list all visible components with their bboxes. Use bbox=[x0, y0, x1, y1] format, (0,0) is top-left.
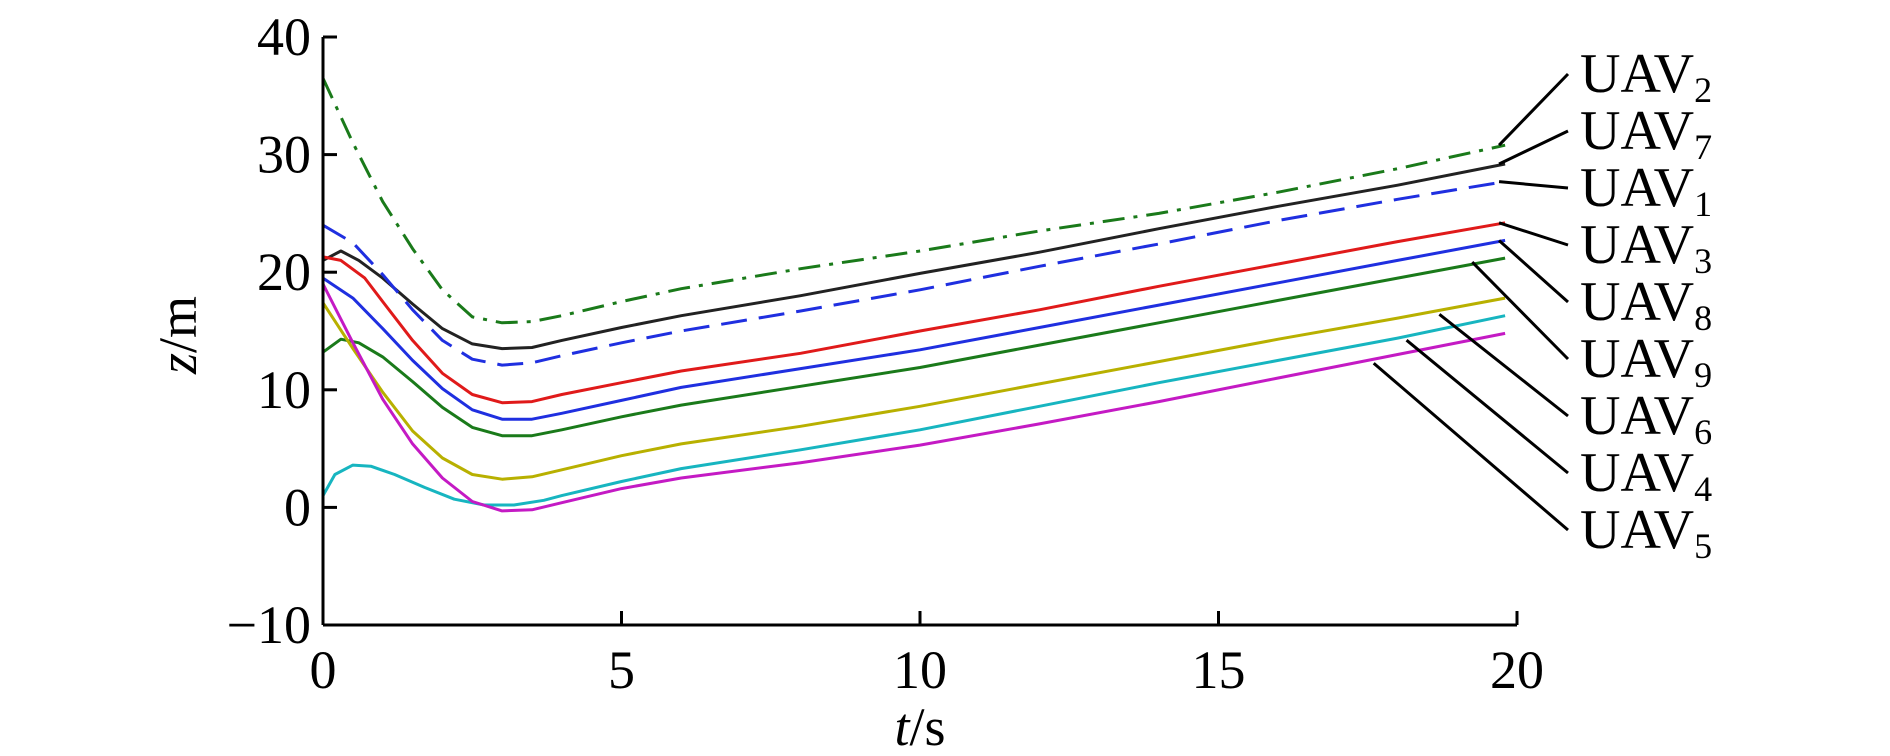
y-tick-label: 20 bbox=[257, 242, 311, 302]
series-line-uav7 bbox=[322, 162, 1506, 351]
x-axis-title: t/s bbox=[894, 697, 945, 756]
y-tick-label: 0 bbox=[284, 477, 311, 537]
legend-entry-uav9: UAV9 bbox=[1580, 328, 1712, 395]
leader-line-uav1 bbox=[1498, 180, 1569, 190]
leader-line-uav6 bbox=[1438, 313, 1569, 418]
legend-entry-uav6: UAV6 bbox=[1580, 385, 1712, 452]
series-line-uav5 bbox=[321, 283, 1506, 513]
y-tick-label: −10 bbox=[227, 595, 311, 655]
y-axis-title: z/m bbox=[148, 296, 208, 375]
leader-line-uav2 bbox=[1497, 72, 1570, 147]
leader-line-uav3 bbox=[1498, 221, 1569, 247]
x-tick-label: 15 bbox=[1192, 640, 1246, 700]
y-tick-label: 40 bbox=[257, 7, 311, 67]
legend-entry-uav2: UAV2 bbox=[1580, 43, 1712, 110]
leader-line-uav8 bbox=[1498, 239, 1569, 304]
legend-entry-uav8: UAV8 bbox=[1580, 271, 1712, 338]
legend-entry-uav4: UAV4 bbox=[1580, 442, 1712, 509]
series-lines bbox=[321, 77, 1506, 513]
y-tick-label: 30 bbox=[257, 125, 311, 185]
series-line-uav8 bbox=[322, 238, 1506, 421]
leader-line-uav9 bbox=[1471, 261, 1570, 361]
y-tick-label: 10 bbox=[257, 360, 311, 420]
leader-line-uav7 bbox=[1498, 129, 1569, 166]
legend-entry-uav7: UAV7 bbox=[1580, 100, 1712, 167]
series-line-uav2 bbox=[321, 77, 1506, 325]
series-line-uav9 bbox=[322, 256, 1506, 438]
leader-line-uav4 bbox=[1405, 339, 1569, 475]
series-line-uav4 bbox=[321, 314, 1506, 507]
x-tick-label: 0 bbox=[310, 640, 337, 700]
series-line-uav1 bbox=[322, 180, 1506, 367]
x-tick-label: 10 bbox=[893, 640, 947, 700]
x-tick-label: 20 bbox=[1490, 640, 1544, 700]
legend-entry-uav3: UAV3 bbox=[1580, 214, 1712, 281]
series-line-uav6 bbox=[321, 296, 1506, 481]
x-tick-label: 5 bbox=[608, 640, 635, 700]
legend-entry-uav1: UAV1 bbox=[1580, 157, 1712, 224]
leader-line-uav5 bbox=[1372, 362, 1569, 532]
series-line-uav3 bbox=[322, 221, 1506, 405]
legend-entry-uav5: UAV5 bbox=[1580, 499, 1712, 566]
